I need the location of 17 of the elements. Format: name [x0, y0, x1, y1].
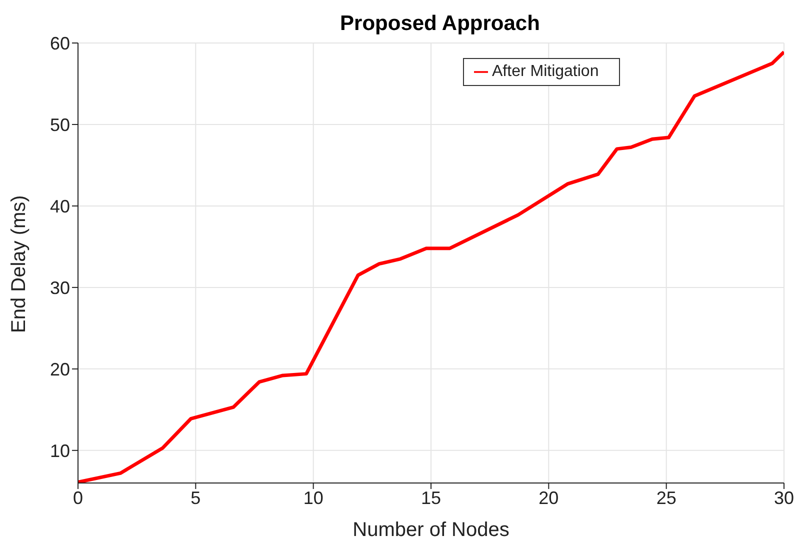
y-tick-label: 60	[50, 33, 70, 54]
x-axis-title: Number of Nodes	[352, 519, 510, 541]
y-tick-label: 40	[50, 196, 70, 216]
y-tick-label: 30	[50, 278, 70, 298]
x-tick-label: 0	[72, 488, 84, 508]
y-tick-label: 10	[50, 440, 70, 461]
y-tick-label: 20	[50, 359, 70, 380]
x-tick-label: 5	[190, 488, 201, 508]
x-tick-label: 30	[774, 488, 794, 508]
y-axis-title: End Delay (ms)	[8, 195, 30, 333]
chart-title: Proposed Approach	[339, 12, 541, 36]
x-tick-label: 25	[656, 488, 676, 508]
x-tick-label: 20	[538, 488, 559, 508]
y-tick-label: 50	[50, 114, 70, 135]
x-tick-label: 15	[420, 488, 442, 508]
x-tick-label: 10	[303, 488, 324, 508]
legend-label: After Mitigation	[492, 63, 599, 80]
